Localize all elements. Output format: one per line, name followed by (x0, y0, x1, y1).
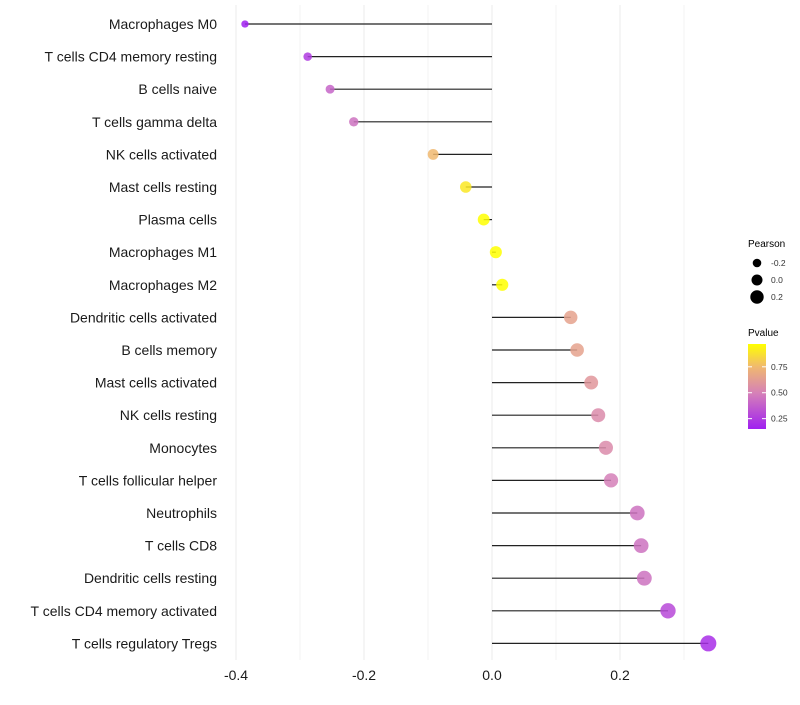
lollipop-point (636, 570, 652, 586)
category-label: T cells gamma delta (92, 114, 217, 130)
lollipop-point (460, 181, 472, 193)
category-label: Monocytes (149, 440, 217, 456)
category-label: Macrophages M2 (109, 277, 217, 293)
lollipop-point (496, 278, 509, 291)
category-label: T cells CD4 memory resting (45, 49, 217, 65)
color-legend-bar (748, 344, 766, 429)
category-label: T cells follicular helper (79, 472, 218, 488)
lollipop-point (349, 117, 359, 127)
color-legend-title: Pvalue (748, 328, 779, 339)
lollipop-point (598, 440, 613, 455)
lollipop-point (427, 148, 439, 160)
color-legend-label: 0.75 (771, 362, 788, 372)
size-legend-label: -0.2 (771, 258, 786, 268)
lollipop-point (325, 84, 335, 94)
category-label: Dendritic cells resting (84, 570, 217, 586)
lollipop-point (489, 246, 502, 259)
lollipop-point (477, 213, 490, 226)
lollipop-point (563, 310, 578, 325)
x-tick-label: -0.2 (352, 667, 376, 683)
lollipop-point (591, 408, 606, 423)
category-label: Mast cells resting (109, 179, 217, 195)
color-legend-label: 0.25 (771, 414, 788, 424)
category-label: Macrophages M0 (109, 16, 217, 32)
lollipop-point (603, 473, 619, 488)
size-legend-title: Pearson (748, 239, 785, 250)
size-legend-key (750, 290, 764, 304)
size-legend-label: 0.0 (771, 275, 783, 285)
x-tick-label: 0.0 (482, 667, 502, 683)
lollipop-point (303, 52, 312, 61)
category-label: B cells memory (121, 342, 217, 358)
category-label: T cells regulatory Tregs (72, 635, 217, 651)
lollipop-point (633, 538, 649, 553)
category-label: T cells CD8 (145, 538, 217, 554)
category-label: T cells CD4 memory activated (31, 603, 217, 619)
size-legend-key (752, 258, 762, 268)
category-label: Mast cells activated (95, 375, 217, 391)
category-label: Macrophages M1 (109, 244, 217, 260)
category-label: NK cells resting (120, 407, 217, 423)
size-legend-label: 0.2 (771, 292, 783, 302)
lollipop-point (241, 20, 249, 28)
x-tick-label: -0.4 (224, 667, 248, 683)
lollipop-point (660, 603, 676, 619)
size-legend-key (751, 274, 763, 286)
color-legend-label: 0.50 (771, 388, 788, 398)
category-label: Dendritic cells activated (70, 309, 217, 325)
category-label: NK cells activated (106, 146, 217, 162)
lollipop-point (629, 505, 645, 521)
lollipop-point (700, 635, 717, 652)
x-tick-label: 0.2 (610, 667, 630, 683)
category-label: B cells naive (138, 81, 217, 97)
lollipop-point (570, 343, 584, 357)
category-label: Neutrophils (146, 505, 217, 521)
category-label: Plasma cells (138, 212, 217, 228)
lollipop-point (584, 375, 599, 390)
